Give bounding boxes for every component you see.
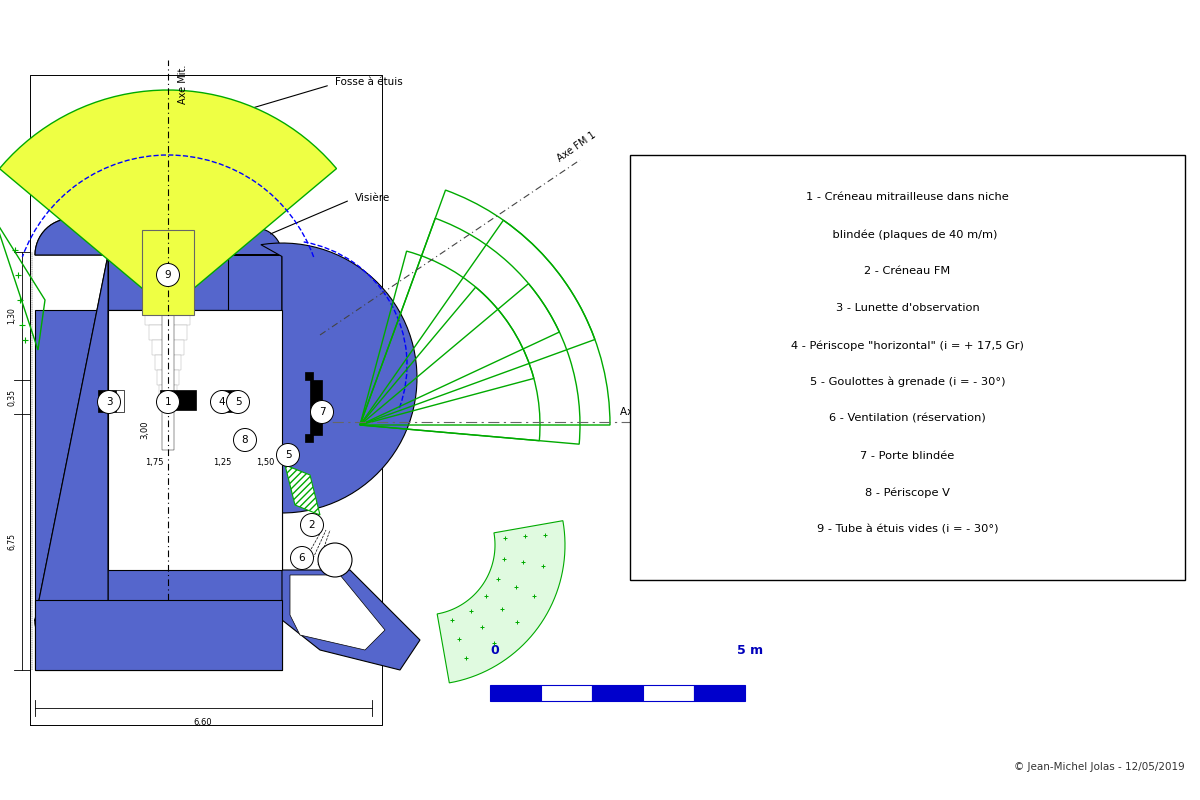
Text: 7: 7 bbox=[319, 407, 325, 417]
FancyBboxPatch shape bbox=[149, 325, 187, 340]
Text: 6,75: 6,75 bbox=[7, 534, 17, 550]
FancyBboxPatch shape bbox=[108, 310, 228, 445]
FancyBboxPatch shape bbox=[98, 390, 116, 412]
Circle shape bbox=[97, 390, 120, 414]
Text: 1,75: 1,75 bbox=[145, 458, 163, 467]
FancyBboxPatch shape bbox=[694, 685, 745, 701]
Text: 0: 0 bbox=[491, 644, 499, 657]
Circle shape bbox=[156, 390, 180, 414]
FancyBboxPatch shape bbox=[116, 390, 124, 412]
Text: Fosse à étuis: Fosse à étuis bbox=[335, 77, 403, 87]
FancyBboxPatch shape bbox=[630, 155, 1186, 580]
Text: 9 - Tube à étuis vides (i = - 30°): 9 - Tube à étuis vides (i = - 30°) bbox=[817, 525, 998, 535]
Text: 8: 8 bbox=[241, 435, 248, 445]
Circle shape bbox=[290, 546, 313, 570]
Text: 9: 9 bbox=[164, 270, 172, 280]
FancyBboxPatch shape bbox=[162, 300, 174, 450]
Polygon shape bbox=[290, 575, 385, 650]
Text: 0,35: 0,35 bbox=[7, 389, 17, 406]
Circle shape bbox=[318, 543, 352, 577]
FancyBboxPatch shape bbox=[152, 340, 184, 355]
FancyBboxPatch shape bbox=[305, 434, 313, 442]
Circle shape bbox=[276, 443, 300, 466]
Text: 1: 1 bbox=[164, 397, 172, 407]
Text: 3 - Lunette d'observation: 3 - Lunette d'observation bbox=[835, 303, 979, 313]
Text: Axe Mit.: Axe Mit. bbox=[178, 65, 188, 104]
FancyBboxPatch shape bbox=[643, 685, 694, 701]
Text: 4: 4 bbox=[218, 397, 226, 407]
FancyBboxPatch shape bbox=[145, 310, 191, 325]
Polygon shape bbox=[0, 90, 336, 290]
Text: 5 m: 5 m bbox=[737, 644, 763, 657]
FancyBboxPatch shape bbox=[158, 385, 178, 400]
Text: 3,00: 3,00 bbox=[140, 421, 150, 439]
FancyBboxPatch shape bbox=[35, 600, 282, 670]
FancyBboxPatch shape bbox=[155, 355, 181, 370]
Polygon shape bbox=[260, 243, 416, 513]
Text: © Jean-Michel Jolas - 12/05/2019: © Jean-Michel Jolas - 12/05/2019 bbox=[1014, 762, 1186, 772]
Text: 1,30: 1,30 bbox=[7, 307, 17, 325]
Text: 0,60: 0,60 bbox=[148, 630, 156, 650]
Circle shape bbox=[311, 401, 334, 423]
Polygon shape bbox=[35, 218, 108, 665]
Text: 2 - Créneau FM: 2 - Créneau FM bbox=[864, 266, 950, 276]
FancyBboxPatch shape bbox=[220, 390, 238, 412]
Polygon shape bbox=[228, 228, 282, 400]
FancyBboxPatch shape bbox=[541, 685, 592, 701]
Text: 8 - Périscope V: 8 - Périscope V bbox=[865, 488, 950, 498]
Circle shape bbox=[300, 514, 324, 537]
FancyBboxPatch shape bbox=[108, 255, 228, 310]
Circle shape bbox=[156, 263, 180, 286]
Text: 6 - Ventilation (réservation): 6 - Ventilation (réservation) bbox=[829, 414, 986, 424]
Text: Visière: Visière bbox=[355, 193, 390, 203]
Text: blindée (plaques de 40 m/m): blindée (plaques de 40 m/m) bbox=[818, 229, 997, 239]
Polygon shape bbox=[35, 218, 108, 665]
FancyBboxPatch shape bbox=[592, 685, 643, 701]
Polygon shape bbox=[437, 521, 565, 683]
FancyBboxPatch shape bbox=[157, 370, 179, 385]
Circle shape bbox=[234, 429, 257, 451]
Text: 5: 5 bbox=[235, 397, 241, 407]
Circle shape bbox=[227, 390, 250, 414]
Text: 5 - Goulottes à grenade (i = - 30°): 5 - Goulottes à grenade (i = - 30°) bbox=[810, 377, 1006, 387]
Text: 1 - Créneau mitrailleuse dans niche: 1 - Créneau mitrailleuse dans niche bbox=[806, 192, 1009, 202]
FancyBboxPatch shape bbox=[490, 685, 541, 701]
Polygon shape bbox=[282, 570, 420, 670]
Text: Axe FM 1: Axe FM 1 bbox=[554, 130, 598, 164]
Text: Axe FM de porte: Axe FM de porte bbox=[620, 407, 704, 417]
FancyBboxPatch shape bbox=[35, 310, 282, 670]
Text: 3: 3 bbox=[106, 397, 113, 407]
Text: 6: 6 bbox=[299, 553, 305, 563]
Text: 2: 2 bbox=[308, 520, 316, 530]
Circle shape bbox=[210, 390, 234, 414]
Text: 6,60: 6,60 bbox=[193, 718, 212, 727]
Polygon shape bbox=[286, 465, 320, 515]
FancyBboxPatch shape bbox=[310, 380, 322, 435]
FancyBboxPatch shape bbox=[108, 310, 282, 570]
Text: 5: 5 bbox=[284, 450, 292, 460]
FancyBboxPatch shape bbox=[160, 390, 196, 410]
FancyBboxPatch shape bbox=[305, 372, 313, 380]
Text: 1,50: 1,50 bbox=[256, 458, 274, 467]
Text: 4 - Périscope "horizontal" (i = + 17,5 Gr): 4 - Périscope "horizontal" (i = + 17,5 G… bbox=[791, 340, 1024, 350]
Text: 7 - Porte blindée: 7 - Porte blindée bbox=[860, 451, 955, 461]
FancyBboxPatch shape bbox=[142, 230, 194, 315]
Text: 1,25: 1,25 bbox=[212, 458, 232, 467]
